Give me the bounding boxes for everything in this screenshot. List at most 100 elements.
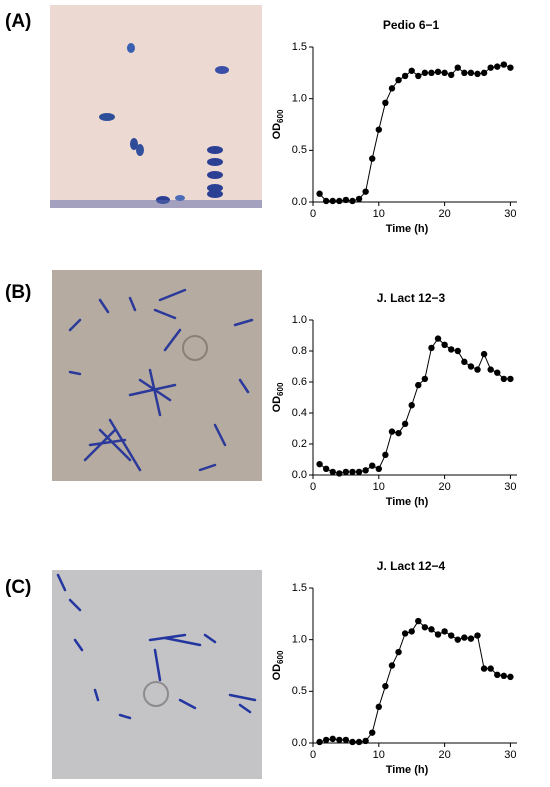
data-point [395,648,402,656]
panel-label: (B) [5,282,31,303]
x-tick-label: 30 [504,208,516,220]
data-point [500,375,508,383]
data-point [507,64,514,71]
data-point [487,665,494,672]
data-point [362,467,369,474]
data-point [441,628,448,635]
y-axis-label-main: OD [271,396,283,413]
chart: Pedio 6−1 0.0 0.5 1.0 1.5 0 10 20 30 Time (h) OD60… [271,18,517,235]
data-line [319,64,511,202]
data-point [355,195,363,203]
data-point [401,630,409,637]
data-point [369,462,376,469]
data-point [375,465,383,472]
data-point [441,69,448,77]
y-tick-label: 0.2 [292,438,307,450]
data-line [319,337,511,474]
data-point [441,341,448,348]
data-point [395,429,402,437]
y-tick-label: 0.0 [292,469,307,481]
data-point [487,366,494,373]
data-point [415,72,422,80]
data-point [421,69,429,77]
x-tick-label: 30 [504,749,516,761]
data-point [388,85,396,92]
data-point [336,197,343,205]
data-point [500,672,508,680]
micrograph [52,570,262,779]
chart-title: Pedio 6−1 [383,18,440,32]
data-point [336,736,343,744]
y-axis-label: OD600 [271,382,285,412]
data-point [447,71,455,79]
y-axis-label-subscript: 600 [276,382,285,396]
data-point [316,738,323,746]
data-point [474,366,481,373]
y-axis-label-main: OD [271,664,283,681]
data-point [316,190,323,197]
data-point [408,402,415,409]
data-point [355,468,363,476]
data-point [461,69,468,77]
x-tick-label: 20 [438,481,450,493]
y-tick-label: 1.0 [292,93,307,105]
data-point [467,363,475,370]
chart-title: J. Lact 12−4 [377,559,446,573]
y-tick-label: 0.8 [292,345,307,357]
micrograph [50,5,262,208]
data-point [401,420,409,428]
data-point [382,451,389,459]
data-point [329,468,336,476]
data-point [467,635,475,642]
data-point [322,197,330,205]
data-point [494,63,501,70]
data-point [349,468,356,476]
micrograph [52,270,262,481]
data-point [369,155,376,162]
data-point [454,347,461,355]
data-point [362,737,369,745]
data-point [395,76,402,84]
y-tick-label: 1.0 [292,314,307,326]
chart-title: J. Lact 12−3 [377,291,446,305]
data-point [494,671,501,678]
data-point [447,632,455,639]
data-point [500,61,508,68]
x-tick-label: 10 [373,749,385,761]
x-tick-label: 0 [310,749,316,761]
y-axis-label-subscript: 600 [276,109,285,123]
data-point [401,72,409,80]
y-tick-label: 0.5 [292,144,307,156]
x-tick-label: 20 [438,208,450,220]
data-point [342,468,350,476]
data-point [474,632,481,639]
data-point [316,460,323,468]
data-point [447,346,455,353]
x-tick-label: 20 [438,749,450,761]
data-point [428,626,435,633]
x-axis-label: Time (h) [386,764,429,776]
data-point [434,68,442,76]
y-axis-label-main: OD [271,123,283,140]
data-point [494,369,501,376]
data-point [349,738,356,746]
data-point [454,636,461,643]
data-point [474,70,481,78]
chart: J. Lact 12−4 0.0 0.5 1.0 1.5 0 10 20 30 Time (h) O… [271,559,517,776]
data-point [382,682,389,690]
y-axis-label: OD600 [271,650,285,680]
data-point [336,470,343,477]
y-tick-label: 0.4 [292,407,307,419]
data-point [388,662,396,669]
x-tick-label: 0 [310,481,316,493]
data-point [342,736,350,744]
data-point [421,624,429,631]
data-point [322,465,330,472]
data-point [362,188,369,195]
y-tick-label: 0.5 [292,685,307,697]
data-point [382,99,389,107]
panel-label: (C) [5,577,31,598]
data-point [322,736,330,744]
y-tick-label: 0.0 [292,737,307,749]
y-tick-label: 0.0 [292,196,307,208]
